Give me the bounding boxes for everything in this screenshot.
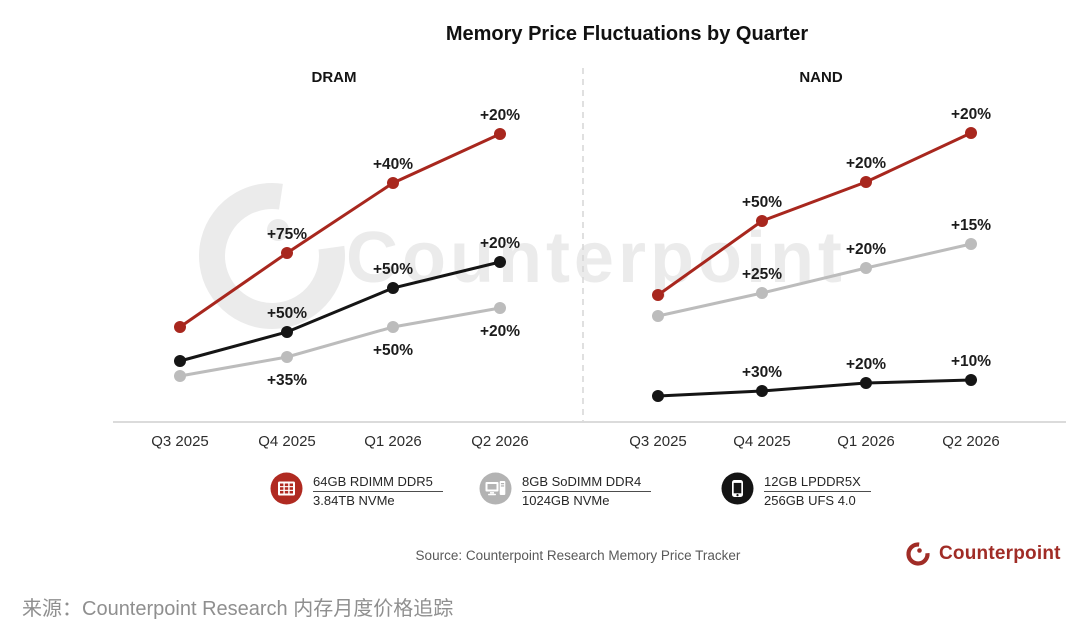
data-point — [174, 370, 186, 382]
data-point — [965, 127, 977, 139]
series-line — [179, 132, 501, 329]
point-label: +50% — [373, 261, 413, 278]
point-label: +40% — [373, 156, 413, 173]
panel-label-nand: NAND — [799, 69, 843, 86]
counterpoint-logo-icon — [906, 542, 930, 566]
counterpoint-logo-text: Counterpoint — [939, 543, 1061, 564]
point-label: +20% — [480, 235, 520, 252]
desktop-pc-icon — [479, 472, 512, 505]
chart-title: Memory Price Fluctuations by Quarter — [445, 23, 809, 45]
data-point — [756, 385, 768, 397]
x-axis-label: Q2 2026 — [471, 433, 529, 450]
point-label: +10% — [951, 353, 991, 370]
x-axis-label: Q4 2025 — [258, 433, 316, 450]
legend-dram-product: 12GB LPDDR5X — [764, 475, 871, 492]
x-axis-label: Q3 2025 — [629, 433, 687, 450]
point-label: +20% — [951, 106, 991, 123]
data-point — [494, 128, 506, 140]
data-point — [387, 321, 399, 333]
data-point — [494, 302, 506, 314]
x-axis-label: Q3 2025 — [151, 433, 209, 450]
point-label: +20% — [480, 107, 520, 124]
point-label: +35% — [267, 372, 307, 389]
data-point — [387, 177, 399, 189]
data-point — [965, 238, 977, 250]
point-label: +20% — [846, 155, 886, 172]
counterpoint-logo: Counterpoint — [903, 539, 1061, 569]
data-point — [756, 215, 768, 227]
data-point — [965, 374, 977, 386]
x-axis-label: Q2 2026 — [942, 433, 1000, 450]
data-point — [174, 321, 186, 333]
panel-label-dram: DRAM — [311, 69, 357, 86]
data-point — [652, 289, 664, 301]
data-point — [652, 310, 664, 322]
watermark-ring — [199, 183, 345, 329]
legend-item-sodimm: 8GB SoDIMM DDR4 1024GB NVMe — [479, 472, 652, 508]
data-point — [281, 351, 293, 363]
counterpoint-watermark: Counterpoint — [199, 183, 846, 329]
data-point — [860, 262, 872, 274]
data-point — [387, 282, 399, 294]
data-point — [494, 256, 506, 268]
point-label: +20% — [846, 241, 886, 258]
point-label: +50% — [373, 342, 413, 359]
point-label: +25% — [742, 266, 782, 283]
legend-dram-product: 64GB RDIMM DDR5 — [313, 475, 443, 492]
point-label: +30% — [742, 364, 782, 381]
source-note: Source: Counterpoint Research Memory Pri… — [415, 548, 741, 563]
data-point — [756, 287, 768, 299]
watermark-text: Counterpoint — [346, 218, 846, 298]
x-axis-label: Q1 2026 — [364, 433, 422, 450]
series-line — [179, 260, 501, 363]
legend-dram-product: 8GB SoDIMM DDR4 — [522, 475, 652, 492]
ram-module-icon — [270, 472, 303, 505]
legend-item-lpddr: 12GB LPDDR5X 256GB UFS 4.0 — [721, 472, 871, 508]
data-point — [860, 377, 872, 389]
point-label: +15% — [951, 217, 991, 234]
x-axis-label: Q4 2025 — [733, 433, 791, 450]
series-line — [179, 306, 501, 378]
data-point — [281, 247, 293, 259]
legend-nand-product: 1024GB NVMe — [522, 493, 610, 508]
watermark-dot — [267, 219, 289, 241]
line-chart-canvas: Counterpoint Q3 2025 Q4 2025 Q1 2026 Q2 2026… — [113, 68, 1066, 450]
point-label: +50% — [267, 305, 307, 322]
series-line — [657, 131, 972, 297]
data-point — [281, 326, 293, 338]
legend-item-rdimm: 64GB RDIMM DDR5 3.84TB NVMe — [270, 472, 443, 508]
data-point — [860, 176, 872, 188]
point-label: +20% — [846, 356, 886, 373]
point-label: +75% — [267, 226, 307, 243]
x-axis-label: Q1 2026 — [837, 433, 895, 450]
data-point — [652, 390, 664, 402]
series-line — [657, 378, 972, 398]
data-point — [174, 355, 186, 367]
point-label: +20% — [480, 323, 520, 340]
point-label: +50% — [742, 194, 782, 211]
legend-nand-product: 3.84TB NVMe — [313, 493, 395, 508]
series-line — [657, 242, 972, 318]
smartphone-icon — [721, 472, 754, 505]
image-caption: 来源：Counterpoint Research 内存月度价格追踪 — [22, 598, 454, 620]
legend-nand-product: 256GB UFS 4.0 — [764, 493, 856, 508]
